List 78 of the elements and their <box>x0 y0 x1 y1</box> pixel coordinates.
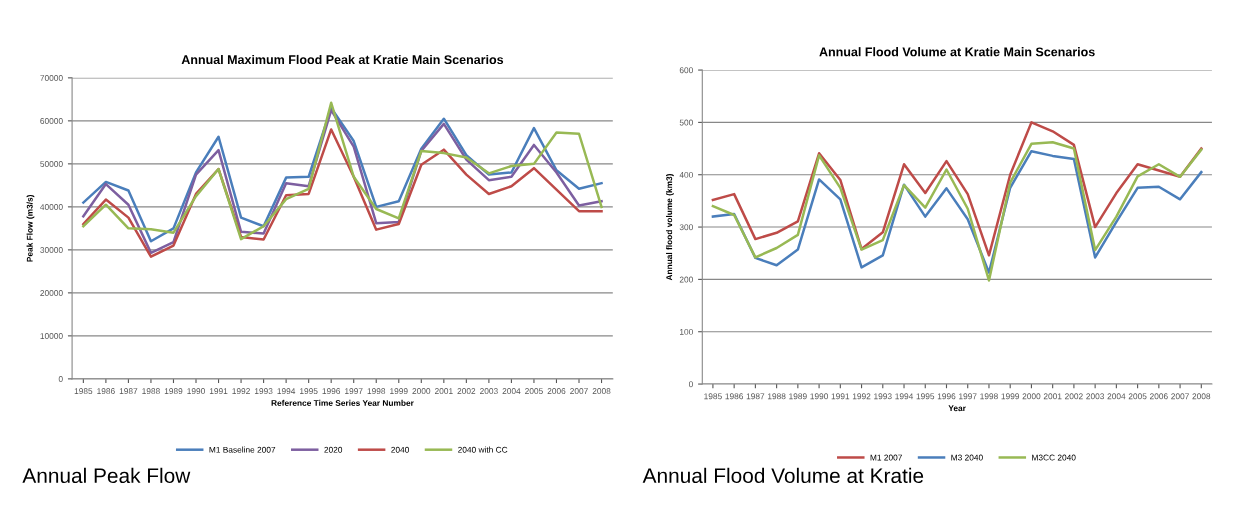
x-tick-label: 1987 <box>746 393 765 400</box>
x-tick-label: 1998 <box>367 388 386 395</box>
x-tick-label: 1991 <box>831 393 850 400</box>
x-tick-label: 2001 <box>1043 393 1062 400</box>
x-tick-label: 1997 <box>345 388 363 395</box>
x-tick-label: 2008 <box>592 388 611 395</box>
x-tick-label: 2001 <box>434 388 453 395</box>
legend-label: 2020 <box>324 446 343 453</box>
x-tick-label: 2002 <box>1065 393 1083 400</box>
x-tick-label: 1999 <box>1001 393 1020 400</box>
chart-title: Annual Maximum Flood Peak at Kratie Main Scenarios <box>181 54 504 65</box>
x-tick-label: 2007 <box>1171 393 1189 400</box>
x-tick-label: 1996 <box>937 393 956 400</box>
legend-label: 2040 <box>391 446 409 453</box>
x-tick-label: 2003 <box>1086 393 1105 400</box>
x-tick-label: 1989 <box>164 388 183 395</box>
y-axis-title: Annual flood volume (km3) <box>666 174 674 281</box>
legend-label: 2040 with CC <box>458 446 508 453</box>
x-tick-label: 2000 <box>412 388 431 395</box>
x-tick-label: 1990 <box>187 388 205 395</box>
x-tick-label: 1999 <box>390 388 408 395</box>
x-tick-label: 2007 <box>570 388 588 395</box>
text: Annual Peak Flow <box>22 467 191 484</box>
x-axis-title: Year <box>948 405 966 412</box>
legend-label: M3CC 2040 <box>1032 454 1076 461</box>
y-tick-label: 100 <box>680 328 693 335</box>
y-tick-label: 400 <box>679 171 693 178</box>
x-tick-label: 1989 <box>789 393 807 400</box>
x-tick-label: 1986 <box>97 388 115 395</box>
y-tick-label: 20000 <box>40 290 63 296</box>
x-tick-label: 1992 <box>852 393 871 400</box>
legend-label: M3 2040 <box>951 454 983 461</box>
x-tick-label: 2005 <box>525 388 543 395</box>
x-tick-label: 1993 <box>254 388 273 395</box>
x-tick-label: 1985 <box>704 393 722 400</box>
y-tick-label: 200 <box>679 276 693 283</box>
x-tick-label: 2008 <box>1192 393 1211 400</box>
y-axis-title: Peak Flow (m3/s) <box>26 194 35 262</box>
chart-title: Annual Flood Volume at Kratie Main Scenarios <box>819 47 1095 57</box>
x-tick-label: 2004 <box>502 388 521 395</box>
y-tick-label: 10000 <box>40 333 63 339</box>
x-tick-label: 1992 <box>232 388 250 395</box>
x-tick-label: 1990 <box>810 393 829 400</box>
text: Annual Flood Volume at Kratie <box>642 467 924 484</box>
x-tick-label: 1996 <box>322 388 341 395</box>
x-tick-label: 1998 <box>980 393 998 400</box>
x-tick-label: 1995 <box>916 393 935 400</box>
x-tick-label: 1985 <box>74 388 93 395</box>
y-tick-label: 60000 <box>40 118 63 124</box>
x-tick-label: 1994 <box>895 393 914 400</box>
x-tick-label: 1994 <box>277 388 296 395</box>
y-tick-label: 0 <box>58 376 63 382</box>
y-tick-label: 30000 <box>40 247 63 253</box>
y-tick-label: 50000 <box>40 161 63 167</box>
x-tick-label: 2003 <box>480 388 498 395</box>
x-tick-label: 2006 <box>1149 393 1168 400</box>
x-tick-label: 2004 <box>1107 393 1126 400</box>
x-tick-label: 2002 <box>457 388 476 395</box>
x-tick-label: 2006 <box>547 388 566 395</box>
y-tick-label: 600 <box>679 67 693 74</box>
x-tick-label: 1987 <box>119 388 138 395</box>
y-tick-label: 500 <box>679 119 693 126</box>
x-tick-label: 1988 <box>767 393 786 400</box>
x-tick-label: 2005 <box>1128 393 1147 400</box>
y-tick-label: 40000 <box>40 204 63 210</box>
y-tick-label: 300 <box>679 224 693 231</box>
x-tick-label: 1988 <box>142 388 160 395</box>
legend-label: M1 Baseline 2007 <box>209 446 276 453</box>
x-tick-label: 1986 <box>725 393 744 400</box>
y-tick-label: 0 <box>688 381 693 388</box>
x-tick-label: 1993 <box>874 393 892 400</box>
x-tick-label: 1995 <box>300 388 318 395</box>
x-tick-label: 2000 <box>1022 393 1041 400</box>
x-tick-label: 1997 <box>959 393 977 400</box>
x-axis-title: Reference Time Series Year Number <box>271 399 414 406</box>
legend-label: M1 2007 <box>870 454 902 461</box>
x-tick-label: 1991 <box>209 388 228 395</box>
y-tick-label: 70000 <box>40 75 63 81</box>
